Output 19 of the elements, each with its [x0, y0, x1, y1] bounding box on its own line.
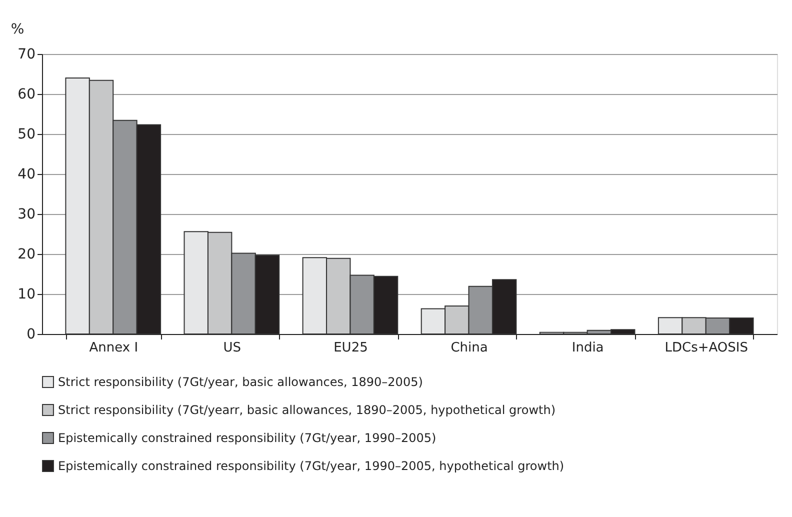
y-tick-label: 20: [18, 246, 36, 262]
y-tick-label: 30: [18, 206, 36, 222]
legend-label: Strict responsibility (7Gt/year, basic allowances, 1890–2005): [58, 375, 423, 389]
legend-label: Epistemically constrained responsibility (7Gt/year, 1990–2005, hypothetical growth): [58, 459, 564, 473]
y-tick-label: 40: [18, 166, 36, 182]
x-tick-label: China: [450, 340, 488, 356]
y-tick-label: 50: [18, 126, 36, 142]
legend-label: Strict responsibility (7Gt/yearr, basic allowances, 1890–2005, hypothetical growth): [58, 403, 556, 417]
x-tick-label: US: [223, 340, 242, 356]
y-tick-label: 10: [18, 286, 36, 302]
x-tick-label: LDCs+AOSIS: [664, 340, 748, 356]
y-axis-title: %: [10, 22, 24, 38]
y-tick-label: 70: [18, 46, 36, 62]
x-tick-label: Annex I: [89, 340, 138, 356]
x-tick-label: EU25: [334, 340, 368, 356]
y-tick-label: 0: [26, 326, 36, 342]
legend-label: Epistemically constrained responsibility (7Gt/year, 1990–2005): [58, 431, 436, 445]
y-tick-label: 60: [18, 86, 36, 102]
x-tick-label: India: [572, 340, 604, 356]
